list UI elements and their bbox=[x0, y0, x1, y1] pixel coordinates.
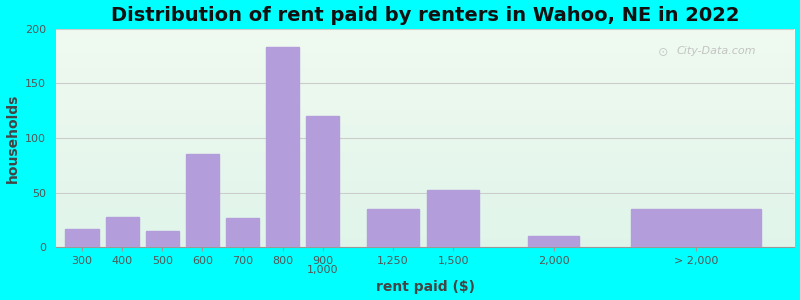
Text: City-Data.com: City-Data.com bbox=[676, 46, 756, 56]
Bar bbox=[367, 209, 419, 247]
Bar bbox=[266, 47, 299, 247]
Bar bbox=[66, 229, 98, 247]
Bar bbox=[427, 190, 479, 247]
X-axis label: rent paid ($): rent paid ($) bbox=[376, 280, 474, 294]
Bar bbox=[631, 209, 761, 247]
Bar bbox=[306, 116, 339, 247]
Bar bbox=[186, 154, 219, 247]
Text: ⊙: ⊙ bbox=[658, 46, 668, 59]
Bar bbox=[528, 236, 579, 247]
Title: Distribution of rent paid by renters in Wahoo, NE in 2022: Distribution of rent paid by renters in … bbox=[111, 6, 739, 25]
Y-axis label: households: households bbox=[6, 93, 19, 183]
Bar bbox=[226, 218, 259, 247]
Bar bbox=[106, 217, 138, 247]
Bar bbox=[146, 231, 179, 247]
